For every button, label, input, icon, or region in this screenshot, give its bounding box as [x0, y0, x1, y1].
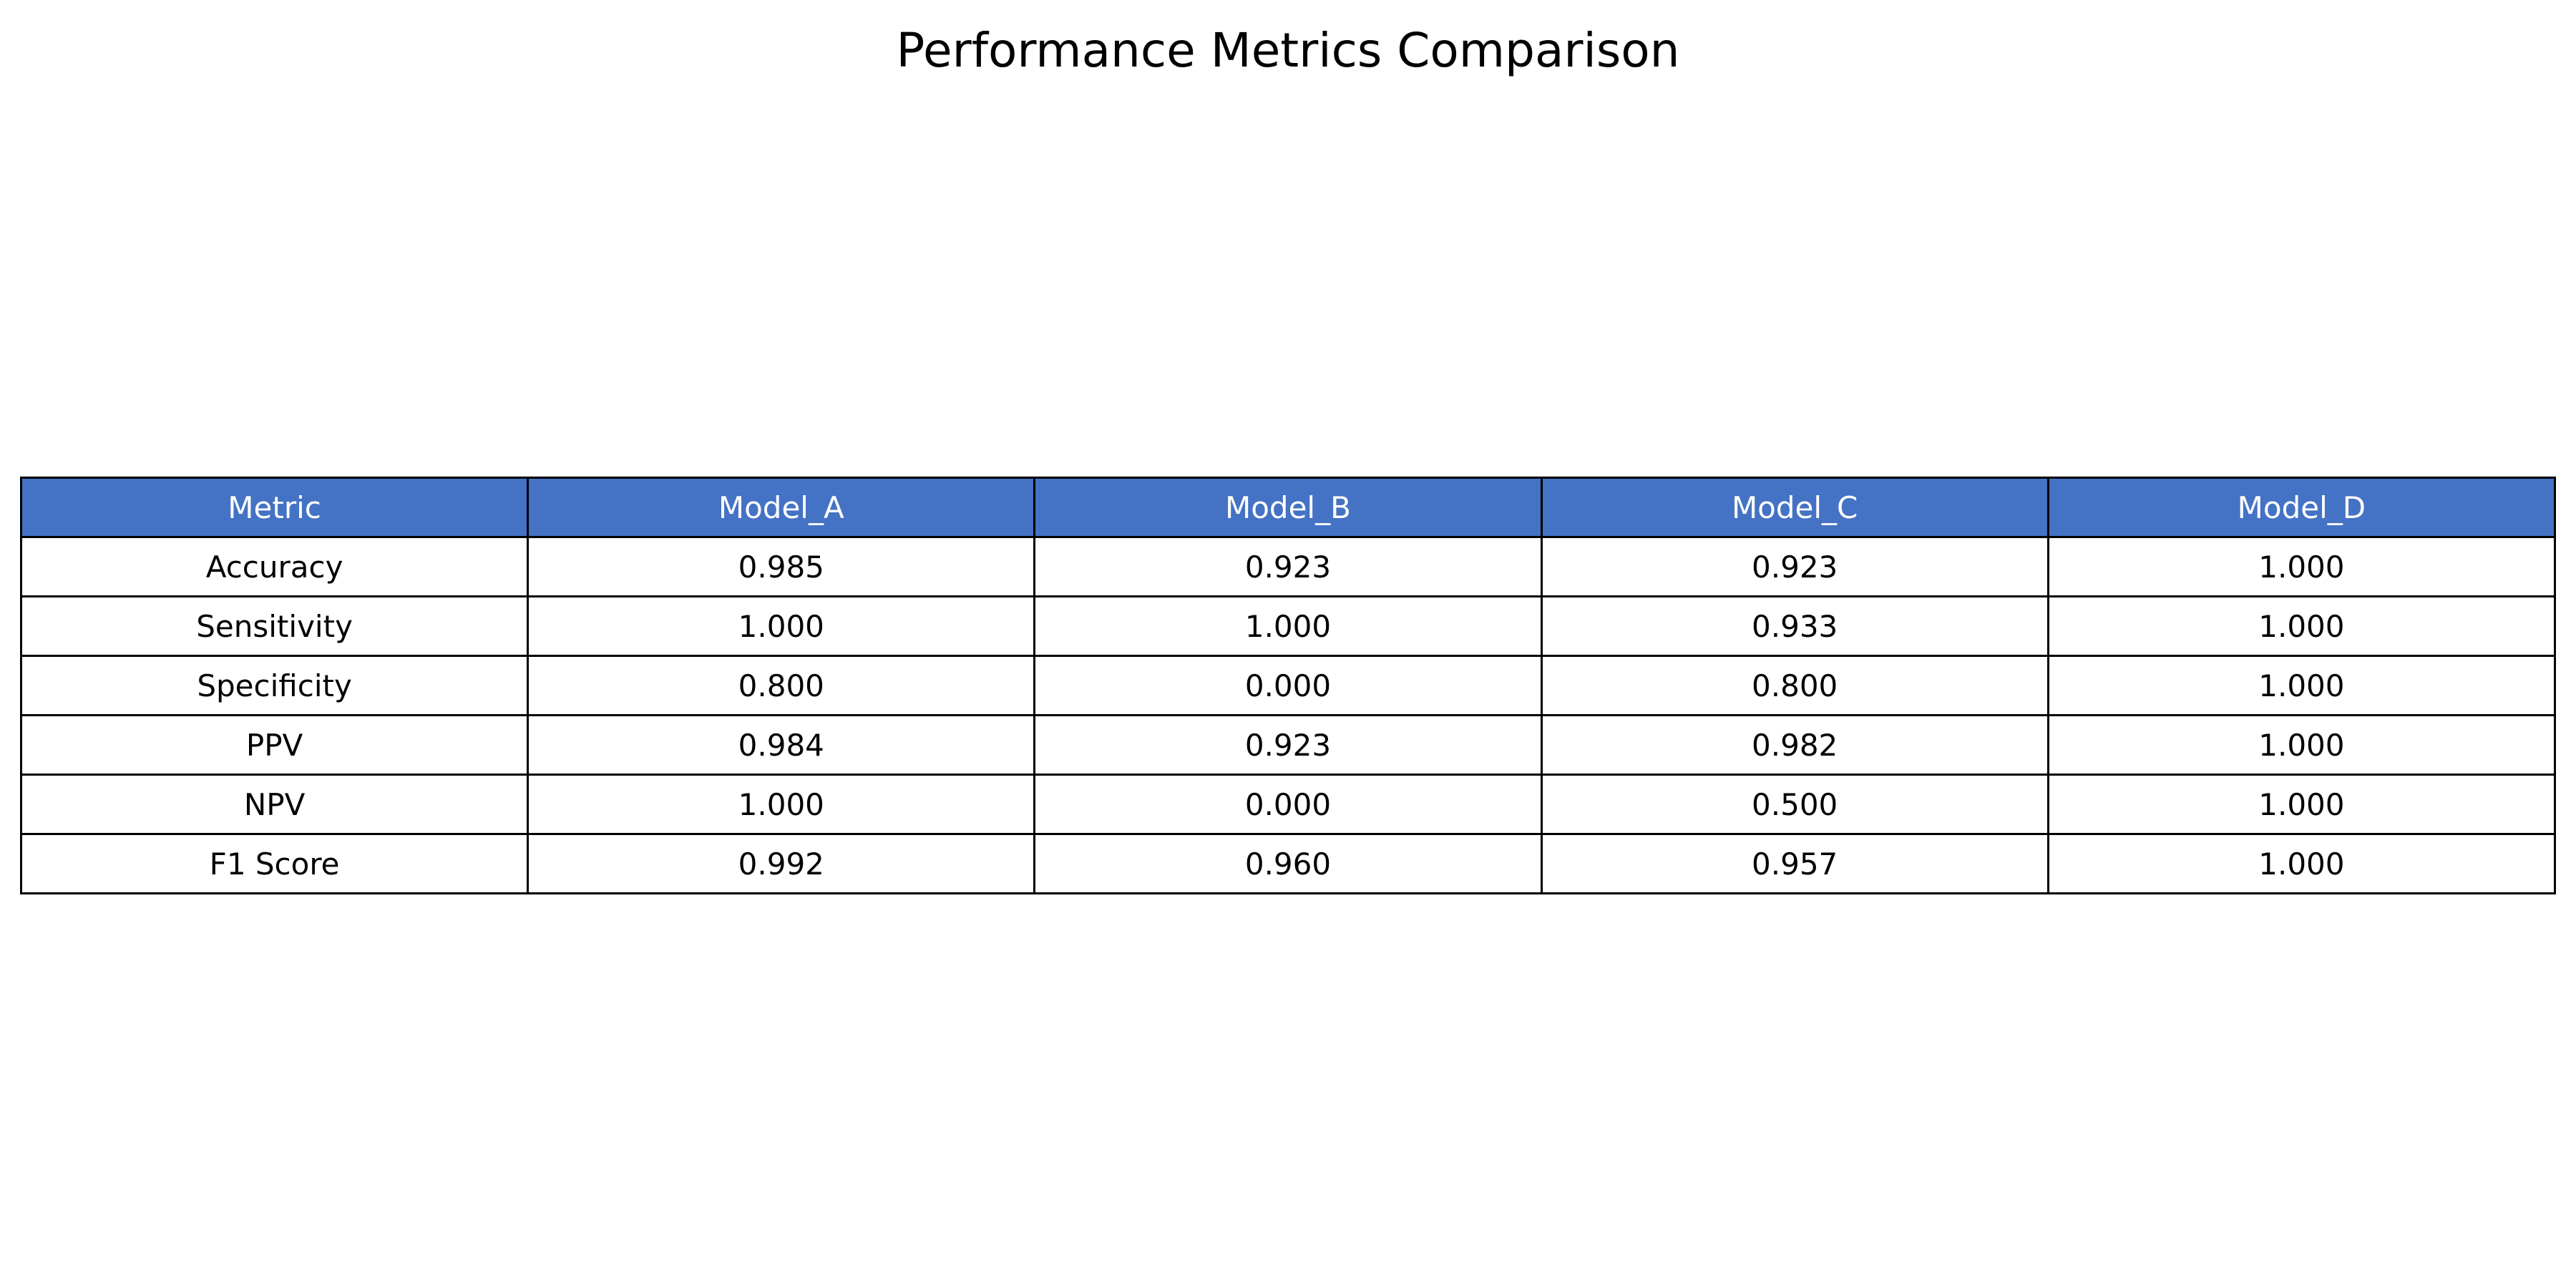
value-cell: 1.000: [1033, 595, 1543, 657]
metric-name-cell: NPV: [19, 774, 530, 835]
value-cell: 0.000: [1033, 655, 1543, 716]
metric-name-cell: F1 Score: [19, 833, 530, 894]
value-cell: 0.800: [1540, 655, 2049, 716]
value-cell: 0.984: [527, 714, 1036, 776]
value-cell: 1.000: [2046, 595, 2557, 657]
value-cell: 0.000: [1033, 774, 1543, 835]
value-cell: 0.992: [527, 833, 1036, 894]
chart-title: Performance Metrics Comparison: [896, 23, 1680, 78]
header-cell-model-c: Model_C: [1540, 477, 2049, 538]
metric-name-cell: Sensitivity: [19, 595, 530, 657]
value-cell: 1.000: [2046, 536, 2557, 597]
metric-name-cell: Specificity: [19, 655, 530, 716]
metric-name-cell: Accuracy: [19, 536, 530, 597]
header-cell-model-b: Model_B: [1033, 477, 1543, 538]
value-cell: 0.800: [527, 655, 1036, 716]
table-row: Accuracy 0.985 0.923 0.923 1.000: [19, 536, 2557, 597]
table-row: Sensitivity 1.000 1.000 0.933 1.000: [19, 595, 2557, 657]
value-cell: 1.000: [2046, 714, 2557, 776]
value-cell: 1.000: [527, 595, 1036, 657]
header-row: Metric Model_A Model_B Model_C Model_D: [19, 477, 2557, 538]
value-cell: 0.957: [1540, 833, 2049, 894]
table-header: Metric Model_A Model_B Model_C Model_D: [19, 477, 2557, 538]
table-row: NPV 1.000 0.000 0.500 1.000: [19, 774, 2557, 835]
value-cell: 0.960: [1033, 833, 1543, 894]
table-row: F1 Score 0.992 0.960 0.957 1.000: [19, 833, 2557, 894]
table-row: PPV 0.984 0.923 0.982 1.000: [19, 714, 2557, 776]
value-cell: 1.000: [2046, 833, 2557, 894]
value-cell: 1.000: [527, 774, 1036, 835]
value-cell: 1.000: [2046, 774, 2557, 835]
table-row: Specificity 0.800 0.000 0.800 1.000: [19, 655, 2557, 716]
value-cell: 0.933: [1540, 595, 2049, 657]
metric-name-cell: PPV: [19, 714, 530, 776]
value-cell: 1.000: [2046, 655, 2557, 716]
header-cell-model-d: Model_D: [2046, 477, 2557, 538]
header-cell-metric: Metric: [19, 477, 530, 538]
header-cell-model-a: Model_A: [527, 477, 1036, 538]
value-cell: 0.923: [1033, 714, 1543, 776]
value-cell: 0.923: [1033, 536, 1543, 597]
table-body: Accuracy 0.985 0.923 0.923 1.000 Sensiti…: [19, 536, 2557, 894]
value-cell: 0.982: [1540, 714, 2049, 776]
metrics-table: Metric Model_A Model_B Model_C Model_D A…: [19, 477, 2557, 894]
value-cell: 0.500: [1540, 774, 2049, 835]
value-cell: 0.923: [1540, 536, 2049, 597]
value-cell: 0.985: [527, 536, 1036, 597]
